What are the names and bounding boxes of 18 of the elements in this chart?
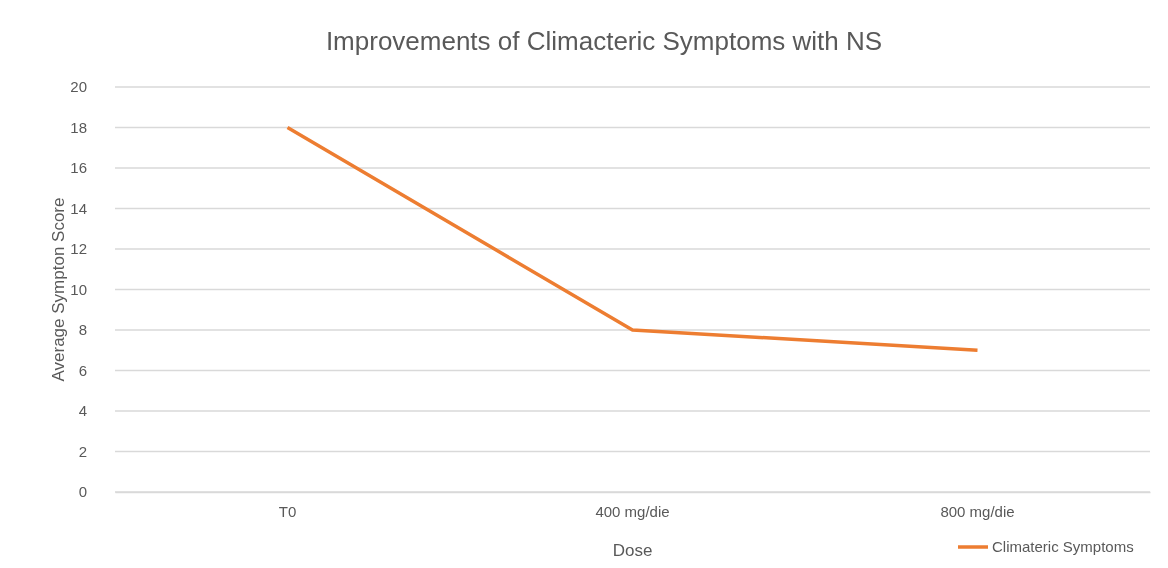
x-axis-title: Dose	[612, 541, 653, 560]
y-tick-label: 2	[78, 442, 87, 460]
chart-title: Improvements of Climacteric Symptoms with NS	[325, 26, 883, 56]
y-tick-label: 10	[70, 280, 87, 298]
y-tick-label: 18	[70, 118, 87, 136]
y-tick-label: 12	[70, 240, 87, 258]
y-tick-label: 20	[70, 78, 87, 96]
legend-label: Climateric Symptoms	[992, 538, 1134, 555]
x-tick-label: 400 mg/die	[595, 502, 670, 520]
y-tick-label: 4	[78, 402, 87, 420]
y-tick-label: 14	[70, 199, 87, 217]
y-axis-title: Average Sympton Score	[49, 197, 68, 382]
x-tick-label: 800 mg/die	[940, 502, 1015, 520]
y-tick-label: 6	[78, 361, 87, 379]
y-tick-label: 0	[78, 483, 87, 501]
x-tick-label: T0	[278, 502, 297, 520]
y-tick-label: 8	[78, 321, 87, 339]
y-tick-label: 16	[70, 159, 87, 177]
